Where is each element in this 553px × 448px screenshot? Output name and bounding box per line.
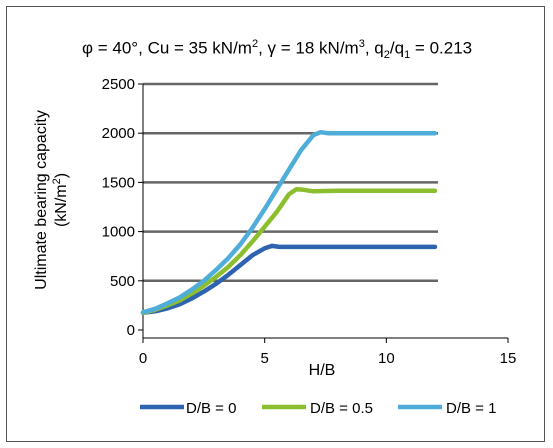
title-q2-sub: 2 bbox=[383, 49, 390, 62]
x-tick-label-10: 10 bbox=[378, 350, 395, 367]
y-tick-label-1500: 1500 bbox=[102, 174, 135, 191]
title-ratio: = 0.213 bbox=[410, 38, 473, 58]
legend-label-3: D/B = 1 bbox=[446, 400, 496, 417]
y-axis-title-sup: 2 bbox=[51, 178, 63, 184]
series-line-2 bbox=[140, 187, 438, 316]
title-slash: /q bbox=[389, 38, 405, 58]
title-cu-sup: 2 bbox=[251, 38, 259, 50]
x-axis-title: H/B bbox=[309, 362, 336, 379]
x-tick-label-5: 5 bbox=[260, 350, 268, 367]
legend-label-2: D/B = 0.5 bbox=[310, 400, 373, 417]
title-cu: Cu = 35 kN/m bbox=[147, 38, 252, 58]
y-axis-title-line1: Ultimate bearing capacity bbox=[33, 110, 50, 290]
title-gamma: γ = 18 kN/m bbox=[267, 38, 359, 58]
chart-frame bbox=[6, 6, 545, 442]
title-phi: φ = 40° bbox=[82, 38, 139, 58]
y-tick-label-1000: 1000 bbox=[102, 224, 135, 241]
x-tick-label-15: 15 bbox=[500, 350, 517, 367]
y-tick-label-0: 0 bbox=[127, 322, 135, 339]
title-gamma-sup: 3 bbox=[358, 38, 365, 50]
y-tick-label-2500: 2500 bbox=[102, 76, 135, 93]
x-tick-label-0: 0 bbox=[139, 350, 147, 367]
legend-label-1: D/B = 0 bbox=[186, 400, 236, 417]
tick-labels: 0 500 1000 1500 2000 2500 0 5 10 15 bbox=[102, 76, 517, 367]
gridlines bbox=[143, 82, 438, 283]
series-lines bbox=[140, 129, 438, 316]
y-axis-title-end: ) bbox=[53, 173, 70, 178]
title-q: q bbox=[374, 38, 384, 58]
y-axis-title: Ultimate bearing capacity (kN/m2) bbox=[33, 110, 70, 290]
y-axis-title-line2: (kN/m2) bbox=[51, 173, 70, 227]
chart-title: φ = 40°, Cu = 35 kN/m2, γ = 18 kN/m3, q2… bbox=[82, 38, 473, 62]
legend: D/B = 0 D/B = 0.5 D/B = 1 bbox=[140, 400, 496, 417]
title-q1-sub: 1 bbox=[404, 49, 411, 62]
y-axis-title-line2-text: (kN/m bbox=[53, 184, 70, 227]
axes bbox=[138, 83, 509, 343]
y-tick-label-2000: 2000 bbox=[102, 125, 135, 142]
y-tick-label-500: 500 bbox=[110, 273, 135, 290]
series-line-1 bbox=[140, 243, 438, 316]
series-line-3 bbox=[140, 129, 438, 315]
